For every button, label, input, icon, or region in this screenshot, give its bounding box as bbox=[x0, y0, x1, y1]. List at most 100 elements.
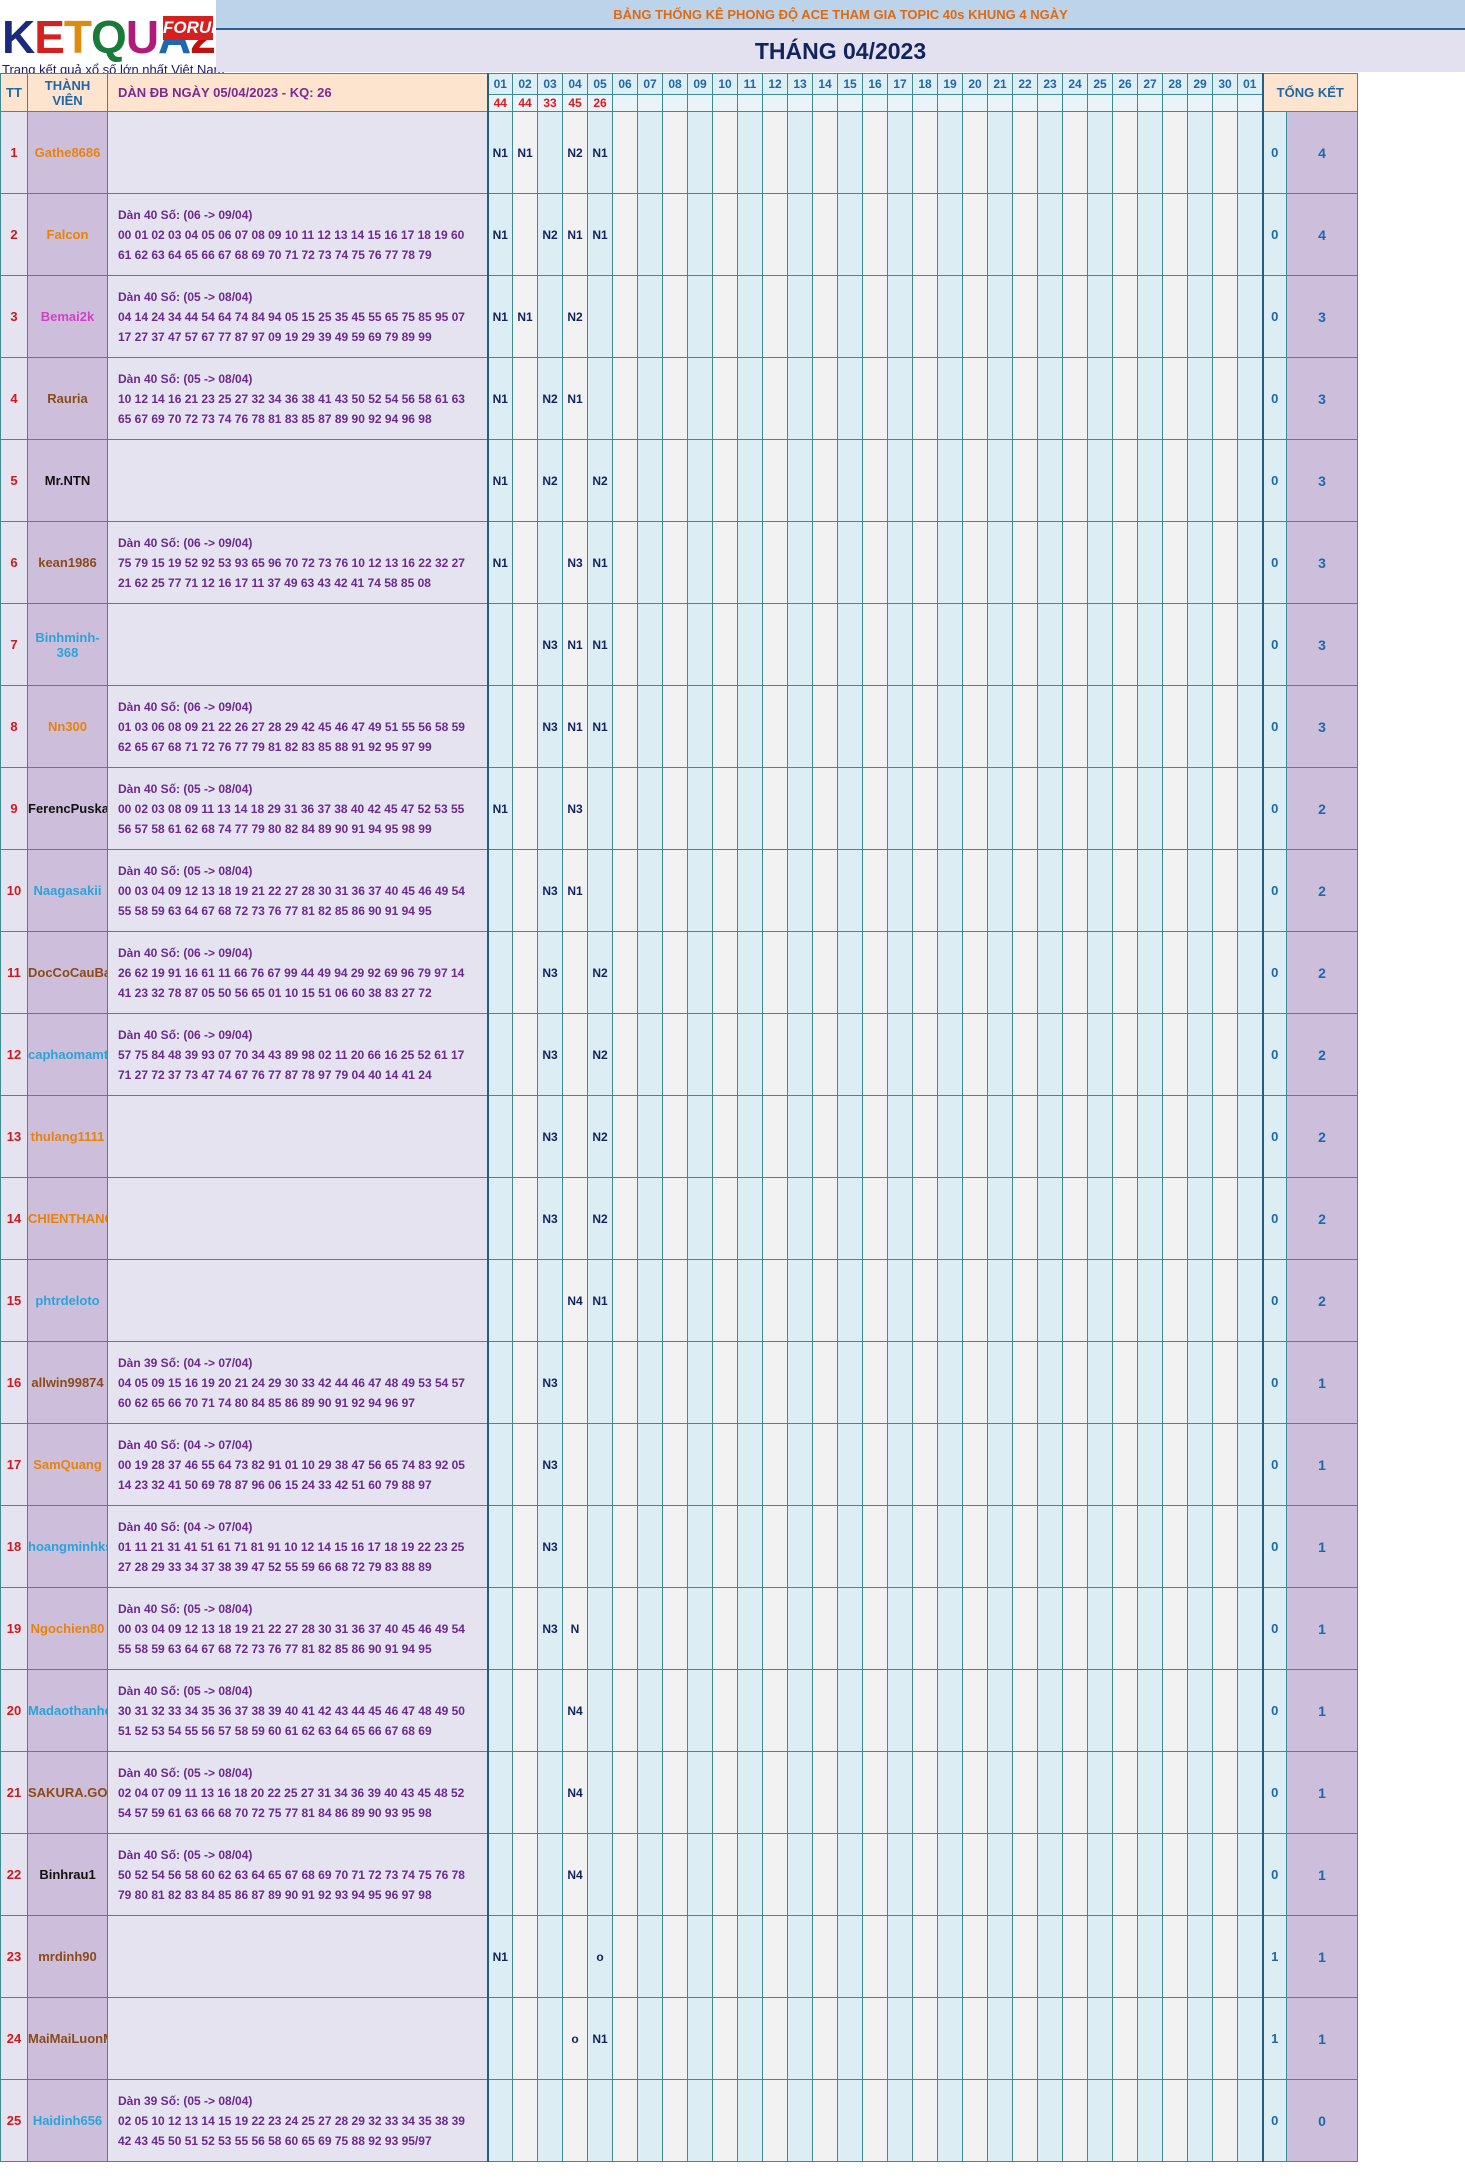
dan-line: 21 62 25 77 71 12 16 17 11 37 49 63 43 4… bbox=[118, 575, 431, 590]
row-number: 15 bbox=[0, 1259, 28, 1342]
score-hits: 0 bbox=[1261, 357, 1287, 440]
member-name[interactable]: Rauria bbox=[27, 357, 108, 440]
member-name[interactable]: DocCoCauBai123 bbox=[27, 931, 108, 1014]
day-cell bbox=[662, 1013, 688, 1096]
member-name[interactable]: Binhrau1 bbox=[27, 1833, 108, 1916]
member-name[interactable]: SamQuang bbox=[27, 1423, 108, 1506]
dan-line: 01 11 21 31 41 51 61 71 81 91 10 12 14 1… bbox=[118, 1539, 465, 1554]
row-number: 12 bbox=[0, 1013, 28, 1096]
member-name[interactable]: Binhminh-368 bbox=[27, 603, 108, 686]
dan-line: Dàn 40 Số: (05 -> 08/04) bbox=[118, 371, 253, 386]
day-cell bbox=[812, 1341, 838, 1424]
day-cell bbox=[1137, 931, 1163, 1014]
day-cell bbox=[1212, 193, 1238, 276]
day-cell bbox=[887, 1915, 913, 1998]
day-cell bbox=[787, 1505, 813, 1588]
day-cell bbox=[962, 1423, 988, 1506]
day-cell bbox=[912, 1587, 938, 1670]
member-name[interactable]: kean1986 bbox=[27, 521, 108, 604]
member-name[interactable]: Nn300 bbox=[27, 685, 108, 768]
member-name[interactable]: caphaomamtom bbox=[27, 1013, 108, 1096]
day-cell bbox=[1212, 1505, 1238, 1588]
day-cell bbox=[1087, 439, 1113, 522]
member-name[interactable]: Haidinh656 bbox=[27, 2079, 108, 2162]
member-name[interactable]: Bemai2k bbox=[27, 275, 108, 358]
day-cell bbox=[937, 1669, 963, 1752]
dan-line: 00 03 04 09 12 13 18 19 21 22 27 28 30 3… bbox=[118, 1621, 465, 1636]
member-name[interactable]: hoangminhks bbox=[27, 1505, 108, 1588]
day-cell bbox=[862, 275, 888, 358]
member-name[interactable]: SAKURA.GO bbox=[27, 1751, 108, 1834]
day-cell bbox=[612, 1259, 638, 1342]
day-cell bbox=[1237, 849, 1263, 932]
day-cell bbox=[562, 1341, 588, 1424]
member-name[interactable]: Falcon bbox=[27, 193, 108, 276]
day-cell bbox=[862, 357, 888, 440]
member-name[interactable]: MaiMaiLuonMayManNhe bbox=[27, 1997, 108, 2080]
day-cell bbox=[1087, 1915, 1113, 1998]
day-cell bbox=[612, 603, 638, 686]
day-cell bbox=[637, 1341, 663, 1424]
day-cell bbox=[662, 1177, 688, 1260]
day-cell bbox=[637, 357, 663, 440]
day-cell bbox=[812, 685, 838, 768]
score-hits: 0 bbox=[1261, 193, 1287, 276]
member-name[interactable]: mrdinh90 bbox=[27, 1915, 108, 1998]
day-cell bbox=[1137, 1259, 1163, 1342]
member-name[interactable]: CHIENTHANG2021 bbox=[27, 1177, 108, 1260]
row-number: 23 bbox=[0, 1915, 28, 1998]
day-cell: N2 bbox=[587, 931, 613, 1014]
day-cell bbox=[537, 1997, 563, 2080]
day-cell bbox=[737, 685, 763, 768]
day-cell bbox=[537, 521, 563, 604]
member-name[interactable]: Gathe8686 bbox=[27, 111, 108, 194]
dan-numbers: Dàn 40 Số: (05 -> 08/04) 04 14 24 34 44 5… bbox=[107, 275, 489, 358]
dan-numbers bbox=[107, 1095, 489, 1178]
day-cell bbox=[1037, 685, 1063, 768]
row-number: 2 bbox=[0, 193, 28, 276]
day-cell bbox=[762, 1259, 788, 1342]
header-day: 04 bbox=[562, 73, 588, 95]
member-name[interactable]: Naagasakii bbox=[27, 849, 108, 932]
day-cell bbox=[912, 1341, 938, 1424]
member-name[interactable]: Mr.NTN bbox=[27, 439, 108, 522]
day-cell bbox=[612, 521, 638, 604]
day-cell bbox=[1162, 685, 1188, 768]
day-cell bbox=[512, 1997, 538, 2080]
day-cell bbox=[612, 1505, 638, 1588]
member-name[interactable]: FerencPuskas77999 bbox=[27, 767, 108, 850]
day-cell bbox=[762, 931, 788, 1014]
day-cell bbox=[862, 931, 888, 1014]
day-cell bbox=[1037, 111, 1063, 194]
member-name[interactable]: Ngochien80 bbox=[27, 1587, 108, 1670]
day-cell bbox=[512, 1423, 538, 1506]
member-name[interactable]: allwin99874 bbox=[27, 1341, 108, 1424]
ketqua2-logo[interactable]: KETQUA2 FORUM Trang kết quả xổ số lớn nh… bbox=[0, 0, 225, 84]
day-cell bbox=[1012, 1505, 1038, 1588]
day-cell bbox=[1187, 931, 1213, 1014]
day-cell bbox=[1237, 1423, 1263, 1506]
dan-numbers: Dàn 40 Số: (05 -> 08/04) 00 02 03 08 09 1… bbox=[107, 767, 489, 850]
row-number: 20 bbox=[0, 1669, 28, 1752]
day-cell: N3 bbox=[537, 1505, 563, 1588]
day-cell bbox=[962, 1177, 988, 1260]
score-hits: 0 bbox=[1261, 1095, 1287, 1178]
day-cell bbox=[887, 603, 913, 686]
day-cell bbox=[612, 1013, 638, 1096]
day-cell bbox=[687, 1833, 713, 1916]
member-name[interactable]: thulang1111 bbox=[27, 1095, 108, 1178]
day-cell bbox=[787, 357, 813, 440]
day-cell bbox=[512, 603, 538, 686]
header-result: 33 bbox=[537, 94, 563, 112]
member-name[interactable]: Madaothanhcong bbox=[27, 1669, 108, 1752]
dan-numbers: Dàn 40 Số: (06 -> 09/04) 26 62 19 91 16 6… bbox=[107, 931, 489, 1014]
day-cell bbox=[762, 1423, 788, 1506]
day-cell bbox=[812, 1997, 838, 2080]
day-cell bbox=[637, 1833, 663, 1916]
day-cell bbox=[762, 1095, 788, 1178]
dan-line: 60 62 65 66 70 71 74 80 84 85 86 89 90 9… bbox=[118, 1395, 415, 1410]
member-name[interactable]: phtrdeloto bbox=[27, 1259, 108, 1342]
day-cell bbox=[1112, 931, 1138, 1014]
day-cell bbox=[1062, 2079, 1088, 2162]
header-dan: DÀN ĐB NGÀY 05/04/2023 - KQ: 26 bbox=[107, 73, 489, 112]
